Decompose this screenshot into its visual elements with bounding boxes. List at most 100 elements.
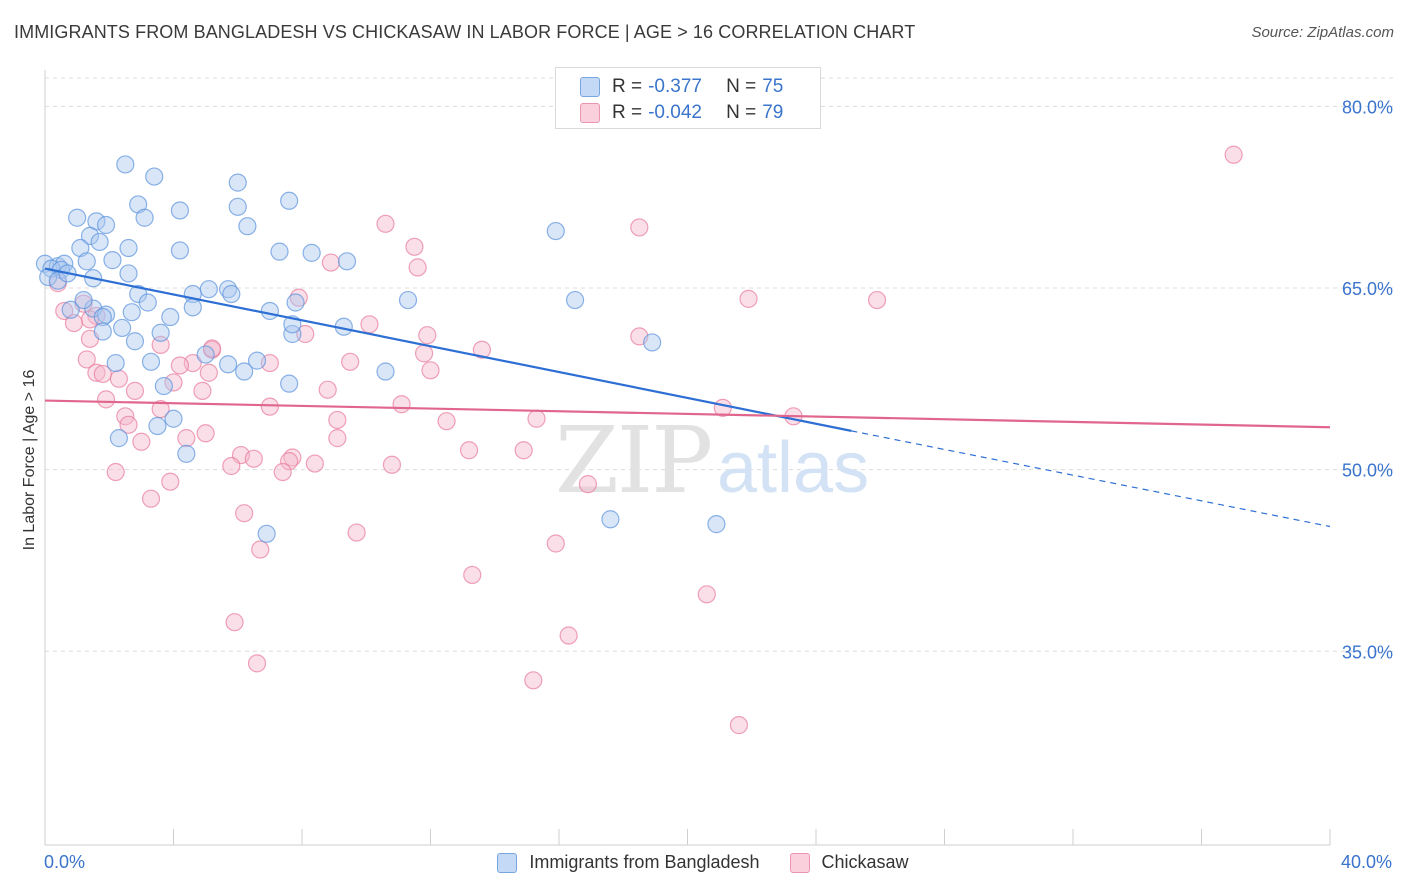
source-label: Source: ZipAtlas.com [1251,24,1394,41]
bangladesh-point [164,409,183,428]
chickasaw-point [225,613,244,632]
bangladesh-point [80,226,100,245]
bangladesh-point [270,242,289,261]
chickasaw-point [193,381,212,400]
chickasaw-point [867,290,887,310]
series-chickasaw-points [48,145,1243,735]
bangladesh-point [337,252,357,271]
bangladesh-point [119,264,138,283]
chickasaw-point [273,462,292,482]
chart-title: IMMIGRANTS FROM BANGLADESH VS CHICKASAW … [14,22,916,42]
chickasaw-point [132,432,151,451]
bangladesh-point [138,293,157,312]
chickasaw-point [247,654,267,673]
bangladesh-point [116,155,135,174]
chickasaw-point [408,258,427,277]
bangladesh-point [219,355,238,374]
stats-row-chickasaw: R = -0.042 N = 79 [580,101,783,125]
n-label: N = [726,76,757,97]
bangladesh-point [707,515,726,534]
chickasaw-point [177,429,196,448]
chickasaw-point [55,301,74,321]
chickasaw-point [222,456,241,476]
chickasaw-point [296,324,315,344]
chickasaw-point [382,455,402,474]
chickasaw-point [77,350,96,369]
bangladesh-point [61,300,80,319]
chickasaw-point [524,671,543,690]
bangladesh-point [257,524,276,543]
chickasaw-point [199,363,218,382]
bangladesh-point [235,362,254,381]
trend-line-bangladesh-extension [851,430,1331,528]
chickasaw-point [418,326,437,345]
trend-line-bangladesh [44,267,852,432]
bangladesh-point [177,444,196,463]
bangladesh-point [280,374,299,393]
chickasaw-point [244,449,263,468]
bangladesh-point [601,510,620,529]
r-label: R = [612,102,643,123]
chickasaw-point [321,253,341,272]
bangladesh-point [77,252,96,271]
bangladesh-point [238,217,257,236]
chickasaw-point [109,369,128,388]
chickasaw-point [697,585,716,604]
chickasaw-point [289,288,308,307]
n-value: 75 [762,76,784,97]
bangladesh-point [96,215,116,235]
chickasaw-point [64,313,84,333]
bangladesh-point [228,197,247,216]
bangladesh-point [283,324,302,344]
trend-lines [44,267,1331,528]
chickasaw-point [437,412,456,431]
y-tick-label: 35.0% [1342,642,1393,662]
chickasaw-point [161,472,180,491]
bangladesh-point [280,191,299,210]
y-tick-label: 65.0% [1342,279,1393,299]
chickasaw-point [347,523,366,542]
stats-swatch-chickasaw [580,103,600,123]
x-tick-max: 40.0% [1340,852,1392,872]
chickasaw-point [125,381,145,400]
trend-line-chickasaw [44,399,1331,429]
r-value: -0.042 [648,102,702,123]
legend-item-bangladesh: Immigrants from Bangladesh [497,852,760,873]
y-tick-label: 50.0% [1342,461,1393,481]
chickasaw-point [87,363,106,382]
chickasaw-point [514,441,533,460]
chickasaw-point [235,504,254,523]
bangladesh-point [148,416,167,436]
watermark-zip: ZIP [555,407,711,514]
chickasaw-point [421,361,440,380]
bangladesh-point [93,307,112,327]
r-value: -0.377 [648,76,702,97]
bangladesh-point [93,322,112,341]
chickasaw-point [459,441,479,460]
chickasaw-point [93,364,112,384]
chickasaw-point [141,489,161,508]
bangladesh-point [106,353,125,373]
n-value: 79 [762,102,784,123]
axes [44,70,1331,846]
legend-label-bangladesh: Immigrants from Bangladesh [529,852,760,872]
legend-label-chickasaw: Chickasaw [821,852,909,872]
bangladesh-point [119,238,138,258]
bangladesh-point [141,352,161,371]
chickasaw-point [318,380,337,399]
bangladesh-point [286,293,305,312]
n-label: N = [726,102,757,123]
legend-item-chickasaw: Chickasaw [789,852,909,873]
stats-row-bangladesh: R = -0.377 N = 75 [580,75,783,99]
chickasaw-point [196,424,215,443]
bangladesh-point [112,318,132,338]
bangladesh-point [247,351,267,370]
chickasaw-point [472,340,491,359]
chickasaw-point [630,218,649,237]
bangladesh-point [199,280,218,299]
chickasaw-point [280,452,299,471]
bangladesh-point [170,201,190,220]
bangladesh-point [103,251,122,270]
chickasaw-point [392,395,411,414]
chickasaw-point [546,534,565,553]
